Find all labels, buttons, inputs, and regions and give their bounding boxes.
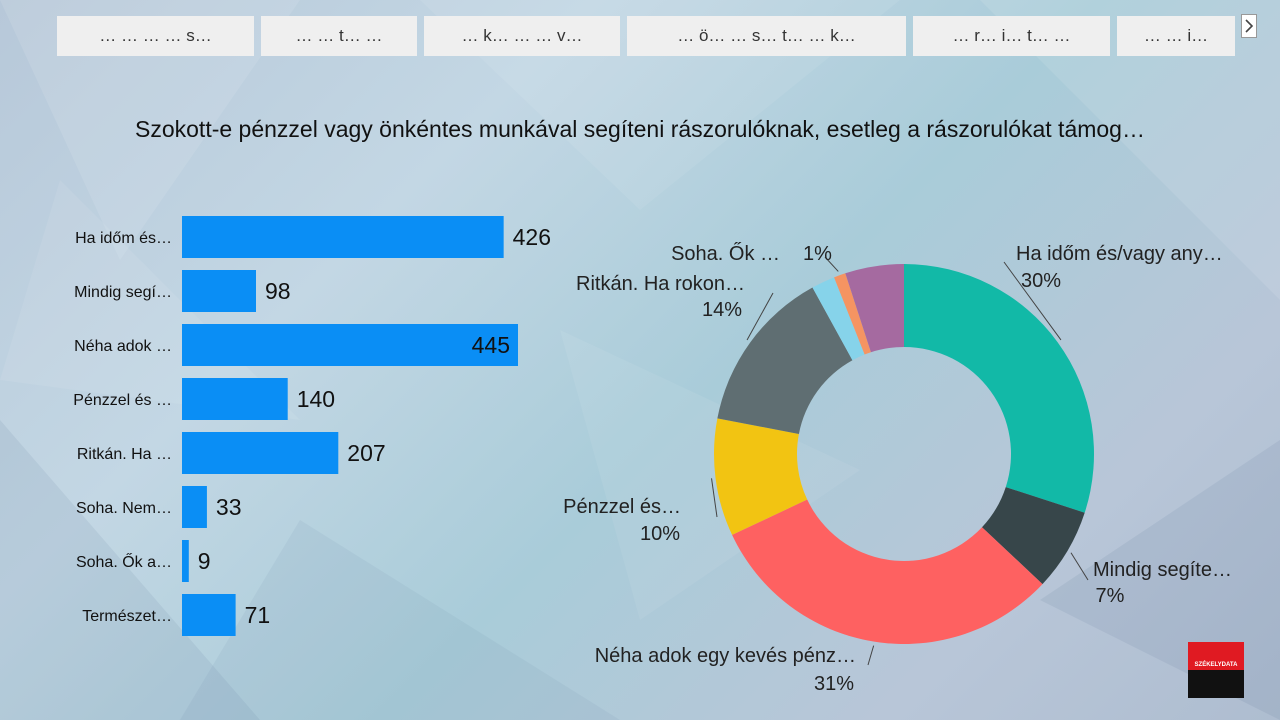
slice-percent: 1% — [803, 243, 832, 265]
slice-percent: 14% — [702, 299, 742, 321]
category-label: Ha időm és… — [75, 230, 172, 247]
bar — [182, 594, 236, 636]
data-label: 33 — [216, 494, 242, 520]
donut-slice — [714, 418, 808, 535]
data-label: 140 — [297, 386, 335, 412]
data-label: 445 — [472, 332, 510, 358]
data-label: 71 — [245, 602, 271, 628]
leader-line — [1070, 552, 1089, 581]
slice-label: Ritkán. Ha rokon… — [576, 273, 745, 295]
chevron-right-icon — [1245, 19, 1254, 33]
bar — [182, 324, 518, 366]
logo-text: SZÉKELYDATA — [1194, 662, 1238, 668]
donut-slice — [845, 264, 904, 353]
category-label: Soha. Ők a… — [76, 552, 172, 571]
slice-label: Mindig segíte… — [1093, 559, 1232, 581]
bar — [182, 432, 339, 474]
donut-slice — [732, 499, 1043, 644]
slice-label: Néha adok egy kevés pénz… — [595, 645, 856, 667]
bar — [182, 270, 256, 312]
leader-line — [824, 256, 839, 272]
leader-line — [867, 645, 875, 666]
slice-label: Ha időm és/vagy any… — [1016, 243, 1223, 265]
bar — [182, 540, 189, 582]
slice-percent: 7% — [1096, 585, 1125, 607]
donut-slice — [812, 277, 865, 361]
data-label: 207 — [347, 440, 385, 466]
category-label: Soha. Nem… — [76, 500, 172, 517]
slice-label: Pénzzel és… — [563, 496, 681, 518]
donut-slice — [834, 273, 871, 355]
category-label: Természet… — [82, 608, 172, 625]
question-title: Szokott-e pénzzel vagy önkéntes munkával… — [135, 116, 1145, 142]
data-label: 98 — [265, 278, 291, 304]
category-label: Néha adok … — [74, 338, 172, 355]
tab-3[interactable]: … k… … … v… — [424, 16, 620, 56]
slice-label: Soha. Ők … — [671, 242, 780, 265]
tab-6[interactable]: … … i… — [1117, 16, 1235, 56]
slice-percent: 31% — [814, 673, 854, 695]
bar — [182, 216, 504, 258]
tab-2[interactable]: … … t… … — [261, 16, 417, 56]
brand-logo: SZÉKELYDATA — [1188, 642, 1244, 698]
slice-percent: 10% — [640, 523, 680, 545]
donut-slice — [717, 287, 853, 434]
category-label: Ritkán. Ha … — [77, 446, 172, 463]
bar — [182, 378, 288, 420]
data-label: 426 — [513, 224, 551, 250]
category-label: Pénzzel és … — [73, 392, 172, 409]
tab-1[interactable]: … … … … s… — [57, 16, 254, 56]
donut-slice — [904, 264, 1094, 513]
donut-slice — [981, 487, 1085, 585]
slice-percent: 30% — [1021, 270, 1061, 292]
bar — [182, 486, 207, 528]
tab-next-button[interactable] — [1241, 14, 1257, 38]
tab-5[interactable]: … r… i… t… … — [913, 16, 1110, 56]
category-label: Mindig segí… — [74, 284, 172, 301]
data-label: 9 — [198, 548, 211, 574]
tab-4[interactable]: … ö… … s… t… … k… — [627, 16, 906, 56]
leader-line — [746, 292, 774, 341]
leader-line — [711, 478, 718, 518]
leader-line — [1003, 261, 1062, 341]
